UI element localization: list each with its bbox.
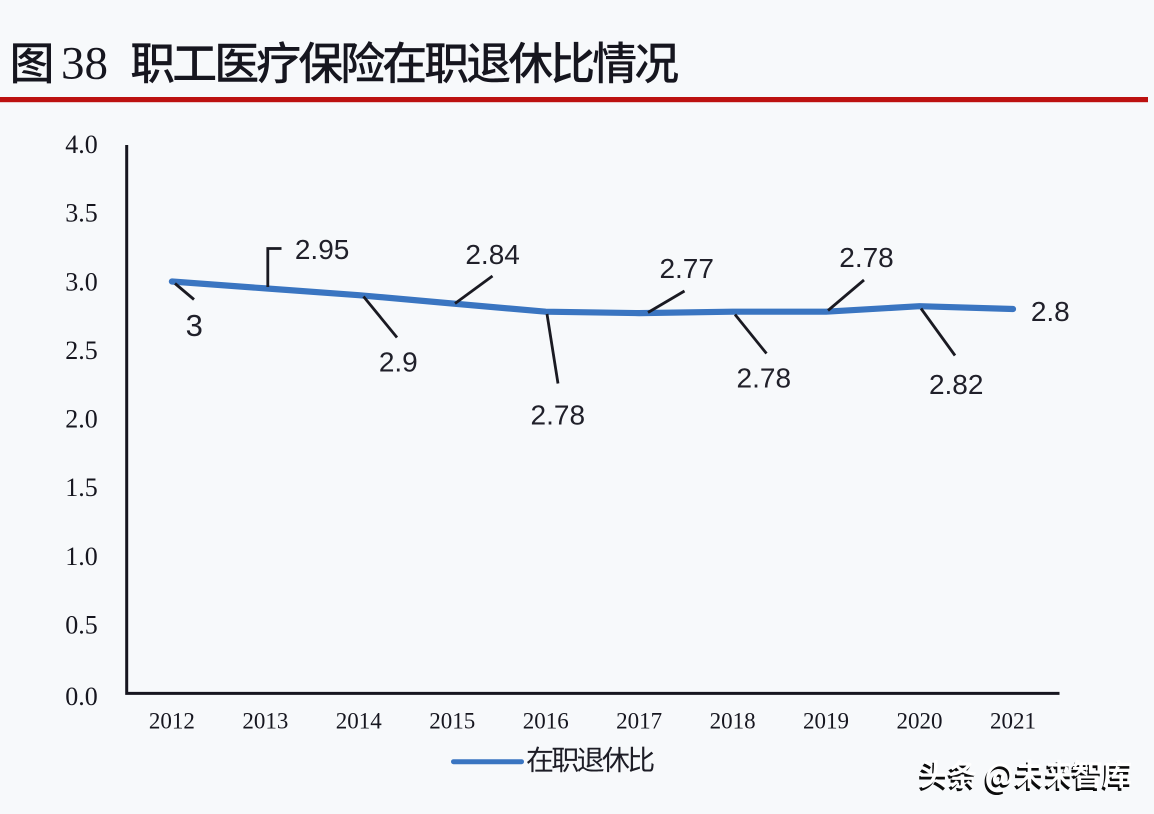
svg-text:2020: 2020: [897, 709, 943, 734]
svg-text:0.5: 0.5: [65, 611, 98, 640]
svg-text:2.9: 2.9: [379, 347, 418, 378]
svg-text:3: 3: [186, 308, 203, 343]
svg-text:2013: 2013: [242, 709, 288, 734]
svg-text:2.8: 2.8: [1031, 296, 1070, 327]
svg-text:2016: 2016: [523, 709, 569, 734]
svg-text:2.77: 2.77: [659, 253, 714, 284]
svg-text:2021: 2021: [990, 709, 1036, 734]
svg-text:3.0: 3.0: [65, 267, 98, 296]
svg-text:2.82: 2.82: [929, 369, 984, 400]
svg-text:2017: 2017: [616, 709, 662, 734]
svg-text:1.5: 1.5: [65, 473, 98, 502]
svg-text:1.0: 1.0: [65, 542, 98, 571]
svg-text:2.0: 2.0: [65, 405, 98, 434]
svg-text:2.78: 2.78: [737, 363, 792, 394]
svg-text:2.78: 2.78: [531, 399, 586, 430]
svg-text:2.5: 2.5: [65, 336, 98, 365]
svg-text:38: 38: [61, 38, 108, 90]
svg-text:4.0: 4.0: [65, 130, 98, 159]
svg-text:2.95: 2.95: [295, 234, 350, 265]
svg-text:3.5: 3.5: [65, 199, 98, 228]
svg-text:0.0: 0.0: [65, 682, 98, 711]
svg-text:2012: 2012: [149, 709, 195, 734]
svg-text:2.78: 2.78: [839, 242, 894, 273]
svg-text:2.84: 2.84: [465, 239, 520, 270]
svg-text:2015: 2015: [429, 709, 475, 734]
svg-text:2018: 2018: [710, 709, 756, 734]
svg-text:2019: 2019: [803, 709, 849, 734]
svg-text:2014: 2014: [336, 709, 383, 734]
